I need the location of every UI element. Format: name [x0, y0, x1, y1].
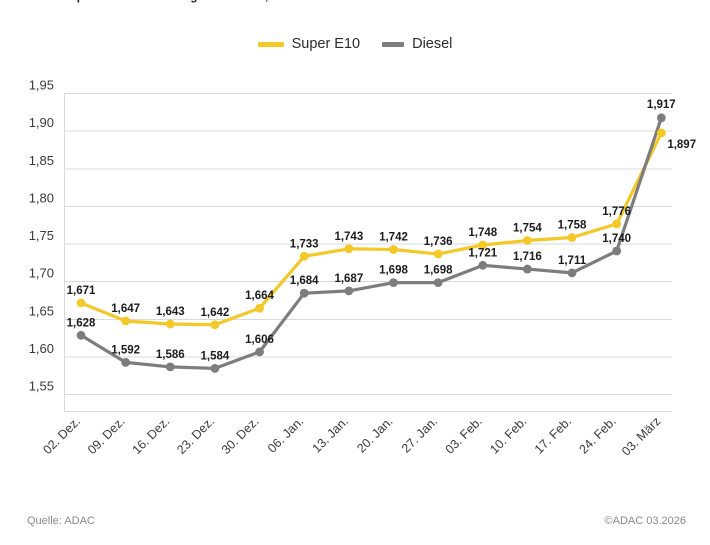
- y-axis-tick-label: 1,95: [29, 78, 54, 93]
- page-title: Kraftstoffpreise im Wochenvergleich in E…: [26, 0, 296, 3]
- x-axis-tick-label: 20. Jan.: [354, 414, 395, 455]
- data-label-diesel: 1,917: [647, 99, 676, 111]
- data-point-super-e10[interactable]: [656, 128, 666, 138]
- data-label-super-e10: 1,742: [379, 232, 408, 244]
- data-point-diesel[interactable]: [656, 113, 666, 123]
- data-point-super-e10[interactable]: [523, 236, 532, 245]
- data-point-super-e10[interactable]: [299, 251, 309, 261]
- data-point-diesel[interactable]: [433, 278, 443, 288]
- data-label-diesel: 1,687: [334, 273, 363, 285]
- data-point-super-e10[interactable]: [389, 245, 398, 254]
- data-label-diesel: 1,721: [468, 247, 497, 259]
- data-label-diesel: 1,711: [558, 255, 587, 267]
- x-axis-tick-label: 16. Dez.: [130, 414, 173, 457]
- data-point-diesel[interactable]: [344, 286, 354, 296]
- y-axis-tick-label: 1,75: [29, 228, 54, 243]
- legend-item-super-e10[interactable]: Super E10: [257, 36, 361, 52]
- series-line-diesel: [79, 116, 663, 371]
- data-point-diesel[interactable]: [523, 264, 532, 274]
- data-point-diesel[interactable]: [210, 364, 220, 373]
- chart-legend: Super E10 Diesel: [0, 36, 710, 52]
- data-point-super-e10[interactable]: [121, 316, 131, 326]
- data-point-super-e10[interactable]: [76, 298, 86, 308]
- data-label-diesel: 1,716: [513, 251, 542, 263]
- data-point-super-e10[interactable]: [478, 240, 488, 250]
- data-point-super-e10[interactable]: [165, 319, 175, 329]
- x-axis-tick-label: 24. Feb.: [576, 414, 618, 456]
- x-axis-tick-label: 30. Dez.: [219, 414, 262, 457]
- data-label-super-e10: 1,642: [201, 307, 230, 319]
- data-label-super-e10: 1,647: [111, 303, 140, 315]
- x-axis-tick-label: 13. Jan.: [310, 414, 351, 455]
- data-label-diesel: 1,740: [602, 233, 631, 245]
- data-label-super-e10: 1,733: [290, 238, 319, 250]
- data-label-super-e10: 1,748: [468, 227, 497, 239]
- data-point-super-e10[interactable]: [612, 219, 622, 229]
- data-label-diesel: 1,628: [67, 317, 96, 329]
- x-axis-tick-label: 27. Jan.: [399, 414, 440, 455]
- x-axis-tick-label: 03. März: [619, 414, 663, 458]
- x-axis-tick-label: 23. Dez.: [174, 414, 217, 457]
- data-label-diesel: 1,684: [290, 275, 319, 287]
- copyright-note: ©ADAC 03.2026: [604, 515, 687, 527]
- data-point-super-e10[interactable]: [255, 303, 264, 313]
- data-label-diesel: 1,606: [245, 334, 274, 346]
- x-axis-tick-label: 10. Feb.: [487, 414, 529, 456]
- data-point-diesel[interactable]: [165, 362, 175, 372]
- data-label-super-e10: 1,776: [602, 206, 631, 218]
- y-axis-tick-label: 1,55: [29, 379, 54, 394]
- data-label-super-e10: 1,754: [513, 222, 542, 234]
- y-axis-tick-label: 1,70: [29, 266, 54, 281]
- data-label-diesel: 1,584: [201, 350, 230, 362]
- data-label-super-e10: 1,758: [558, 219, 587, 231]
- data-point-diesel[interactable]: [612, 246, 622, 256]
- data-label-diesel: 1,592: [111, 344, 140, 356]
- data-point-diesel[interactable]: [478, 260, 488, 270]
- data-point-diesel[interactable]: [121, 357, 131, 367]
- source-note: Quelle: ADAC: [27, 515, 95, 527]
- data-label-super-e10: 1,736: [424, 236, 453, 248]
- data-label-super-e10: 1,897: [667, 139, 696, 151]
- data-point-super-e10[interactable]: [433, 249, 443, 259]
- data-point-super-e10[interactable]: [210, 320, 220, 330]
- data-point-diesel[interactable]: [299, 288, 309, 298]
- y-axis-tick-label: 1,80: [29, 190, 54, 205]
- data-label-super-e10: 1,643: [156, 306, 185, 318]
- y-axis-tick-label: 1,60: [29, 341, 54, 356]
- data-label-super-e10: 1,664: [245, 290, 274, 302]
- y-axis-tick-label: 1,90: [29, 115, 54, 130]
- data-label-super-e10: 1,671: [67, 285, 96, 297]
- data-point-super-e10[interactable]: [567, 233, 577, 242]
- data-point-diesel[interactable]: [255, 347, 264, 357]
- legend-swatch-super-e10: [257, 41, 284, 47]
- y-axis-tick-label: 1,85: [29, 153, 54, 168]
- x-axis-tick-label: 17. Feb.: [532, 414, 574, 456]
- legend-swatch-diesel: [382, 41, 405, 47]
- data-point-diesel[interactable]: [567, 268, 577, 278]
- data-point-diesel[interactable]: [76, 330, 86, 340]
- x-axis-tick-label: 06. Jan.: [265, 414, 306, 455]
- data-point-super-e10[interactable]: [344, 244, 354, 254]
- data-label-diesel: 1,698: [424, 265, 453, 277]
- x-axis-tick-label: 03. Feb.: [443, 414, 485, 456]
- data-label-diesel: 1,586: [156, 349, 185, 361]
- y-axis-tick-label: 1,65: [29, 303, 54, 318]
- series-line-super-e10: [79, 131, 663, 327]
- legend-label-super-e10: Super E10: [291, 36, 361, 52]
- data-label-diesel: 1,698: [379, 265, 408, 277]
- legend-label-diesel: Diesel: [412, 36, 453, 52]
- data-point-diesel[interactable]: [389, 278, 398, 288]
- legend-item-diesel[interactable]: Diesel: [382, 36, 452, 52]
- x-axis-tick-label: 02. Dez.: [40, 414, 83, 457]
- x-axis-tick-label: 09. Dez.: [85, 414, 128, 457]
- data-label-super-e10: 1,743: [334, 231, 363, 243]
